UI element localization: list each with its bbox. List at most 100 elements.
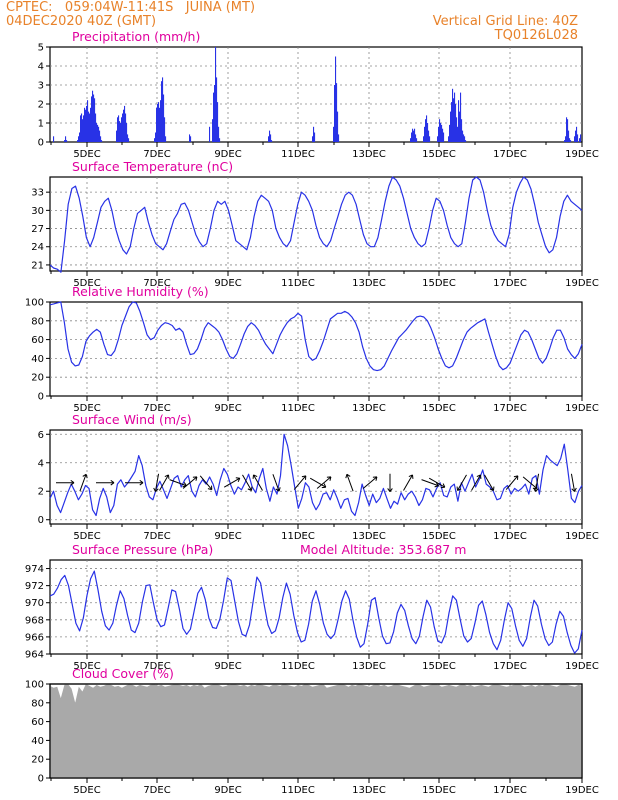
- y-tick-label: 20: [31, 373, 44, 384]
- precip-bar: [567, 119, 569, 142]
- precip-bar: [99, 130, 101, 142]
- x-tick-label: 17DEC: [493, 785, 527, 796]
- wind-arrow-icon: [484, 474, 495, 491]
- precip-bar: [458, 100, 460, 142]
- wind-arrow-icon: [345, 473, 354, 492]
- precip-bar: [212, 119, 214, 142]
- precip-bar: [53, 136, 55, 142]
- wind-arrow-icon: [456, 474, 467, 491]
- model-altitude-label: Model Altitude: 353.687 m: [300, 542, 466, 557]
- precip-bar: [123, 109, 125, 142]
- x-tick-label: 7DEC: [143, 278, 170, 289]
- precip-bar: [89, 113, 91, 142]
- y-tick-label: 964: [25, 650, 44, 661]
- precip-bar: [314, 132, 316, 142]
- wind-arrow-icon: [293, 475, 307, 490]
- precip-bar: [577, 134, 579, 142]
- precip-bar: [190, 136, 192, 142]
- precip-bar: [96, 123, 98, 142]
- y-tick-label: 3: [38, 81, 44, 92]
- precip-bar: [566, 117, 568, 142]
- precip-bar: [93, 94, 95, 142]
- wind-arrow-icon: [428, 477, 446, 489]
- precip-bar: [155, 132, 157, 142]
- wind-arrow-icon: [252, 474, 263, 491]
- precip-bar: [100, 136, 102, 142]
- precip-bar: [574, 136, 576, 142]
- precip-bar: [156, 107, 158, 142]
- relative-humidity-line: [49, 301, 583, 372]
- precip-bar: [437, 136, 439, 142]
- precip-bar: [87, 100, 89, 142]
- precip-bar: [163, 94, 165, 142]
- header-vertical-grid-line: Vertical Grid Line: 40Z: [432, 14, 578, 29]
- precip-bar: [423, 136, 425, 142]
- precip-bar: [452, 88, 454, 142]
- x-tick-label: 19DEC: [565, 149, 599, 160]
- x-tick-label: 11DEC: [281, 531, 315, 542]
- precip-bar: [128, 138, 130, 142]
- x-tick-label: 17DEC: [493, 278, 527, 289]
- precip-bar: [429, 136, 431, 142]
- precip-bar: [449, 124, 451, 142]
- precip-bar: [209, 126, 211, 142]
- precip-bar: [216, 77, 218, 142]
- x-tick-label: 7DEC: [143, 531, 170, 542]
- precip-bar: [127, 134, 129, 142]
- precip-bar: [443, 132, 445, 142]
- x-tick-label: 7DEC: [143, 661, 170, 672]
- precip-bar: [413, 130, 415, 142]
- precip-bar: [213, 92, 215, 142]
- relative-humidity-panel: 0 20 40 60 80 100 5DEC 7DEC 9DEC 11DEC 13DEC 15DEC 1…: [25, 284, 599, 414]
- relative-humidity-title: Relative Humidity (%): [72, 284, 209, 299]
- precip-bar: [570, 140, 572, 142]
- x-tick-label: 13DEC: [352, 785, 386, 796]
- wind-arrow-icon: [96, 479, 115, 486]
- precip-bar: [79, 132, 81, 142]
- precip-bar: [461, 119, 463, 142]
- precip-bar: [121, 117, 123, 142]
- x-tick-label: 5DEC: [73, 403, 100, 414]
- x-tick-label: 15DEC: [422, 278, 456, 289]
- y-tick-label: 0: [38, 774, 44, 785]
- wind-arrow-icon: [403, 474, 414, 491]
- precip-bar: [580, 134, 582, 142]
- x-tick-label: 19DEC: [565, 661, 599, 672]
- precip-bar: [441, 124, 443, 142]
- precip-bar: [442, 128, 444, 142]
- x-tick-label: 17DEC: [493, 403, 527, 414]
- precip-bar: [85, 109, 87, 142]
- precip-bar: [337, 111, 339, 142]
- surface-temperature-title: Surface Temperature (nC): [72, 159, 233, 174]
- precip-bar: [97, 124, 99, 142]
- precip-bar: [462, 130, 464, 142]
- y-tick-label: 33: [31, 188, 44, 199]
- x-tick-label: 11DEC: [281, 149, 315, 160]
- precip-bar: [189, 134, 191, 142]
- x-tick-label: 5DEC: [73, 531, 100, 542]
- cloud-cover-panel: 0 20 40 60 80 100 5DEC 7DEC 9DEC 11DEC 13DEC 15DEC 1…: [25, 666, 599, 796]
- wind-arrow-icon: [471, 474, 482, 491]
- x-tick-label: 13DEC: [352, 661, 386, 672]
- precip-bar: [84, 107, 86, 142]
- x-tick-label: 13DEC: [352, 278, 386, 289]
- precip-bar: [465, 140, 467, 142]
- precip-bar: [450, 111, 452, 142]
- header-run-time: 04DEC2020 40Z (GMT): [6, 14, 157, 29]
- precip-bar: [459, 111, 461, 142]
- wind-arrow-icon: [223, 477, 241, 488]
- precip-bar: [165, 136, 167, 142]
- precip-bar: [460, 92, 462, 142]
- x-tick-label: 19DEC: [565, 403, 599, 414]
- precip-bar: [82, 119, 84, 142]
- surface-wind-line: [49, 433, 583, 517]
- y-tick-label: 970: [25, 598, 44, 609]
- precip-bar: [157, 104, 159, 142]
- precip-bar: [438, 126, 440, 142]
- precip-bar: [90, 107, 92, 142]
- precip-bar: [154, 138, 156, 142]
- precip-bar: [118, 115, 120, 142]
- x-tick-label: 9DEC: [214, 149, 241, 160]
- wind-arrow-icon: [316, 476, 332, 489]
